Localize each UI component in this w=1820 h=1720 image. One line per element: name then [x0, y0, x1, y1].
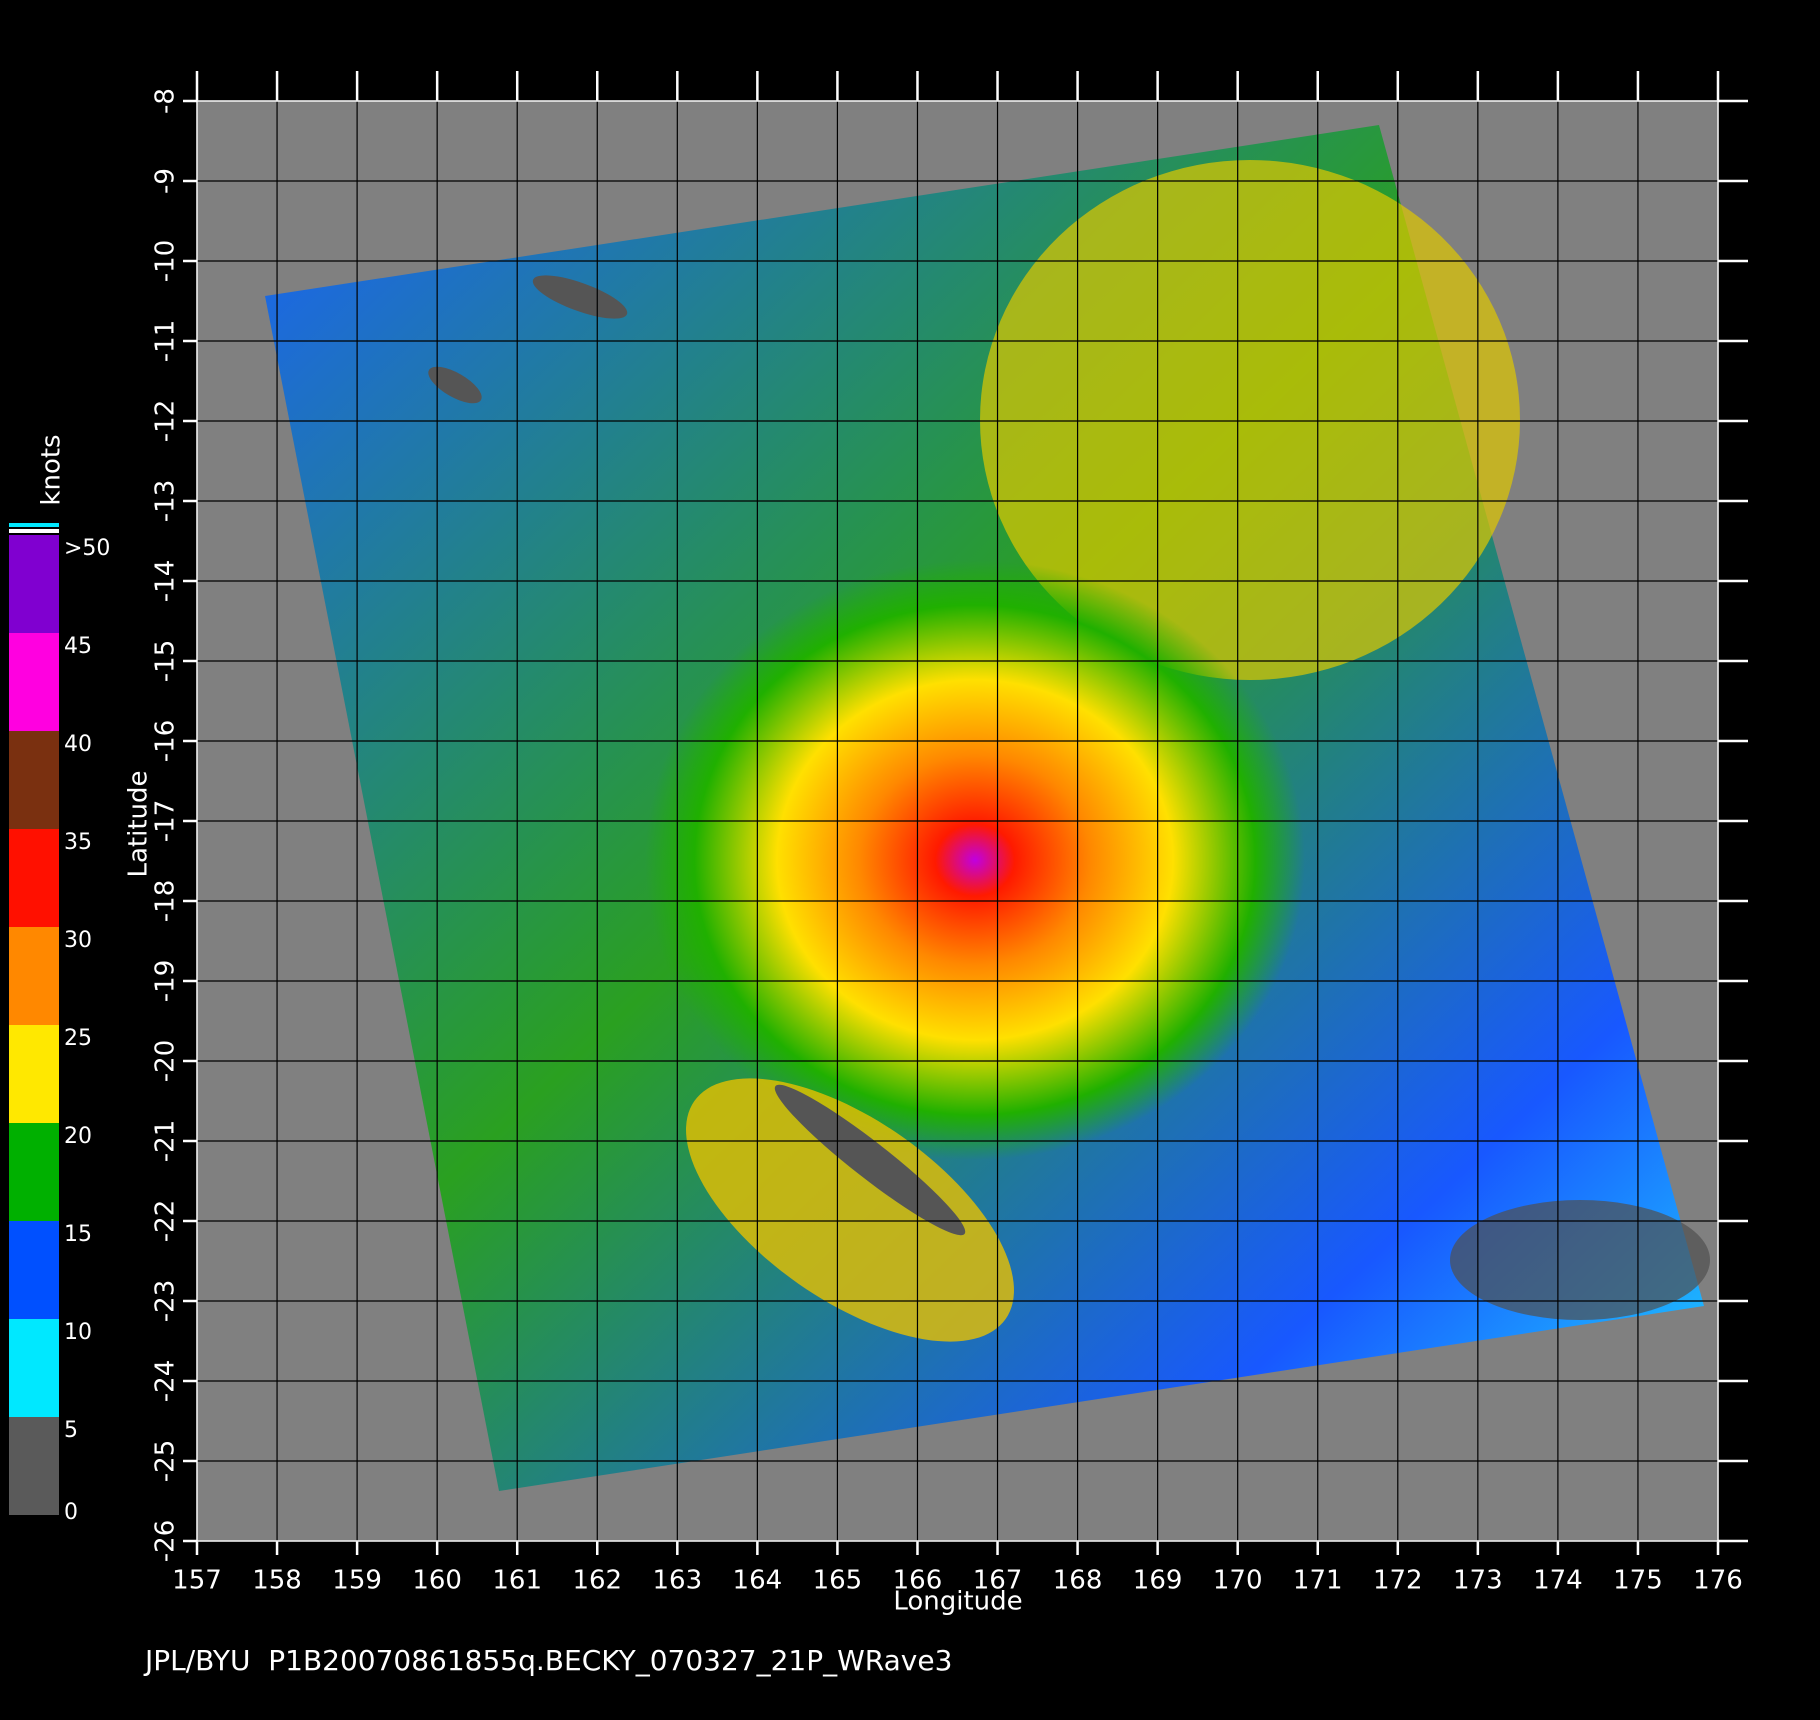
- y-tick-label: -20: [151, 1040, 181, 1082]
- colorbar-label: 30: [64, 928, 92, 953]
- colorbar-label: 15: [64, 1222, 92, 1247]
- y-tick-label: -12: [151, 400, 181, 442]
- y-tick-label: -22: [151, 1200, 181, 1242]
- colorbar-segment: [9, 1417, 59, 1515]
- colorbar-label: 10: [64, 1320, 92, 1345]
- x-tick-label: 162: [572, 1566, 622, 1596]
- island: [532, 275, 628, 319]
- wind-region: [686, 1078, 1014, 1342]
- y-tick-label: -9: [151, 168, 181, 194]
- x-tick-label: 167: [973, 1566, 1023, 1596]
- y-tick-label: -21: [151, 1120, 181, 1162]
- y-tick-label: -15: [151, 640, 181, 682]
- colorbar-label: 0: [64, 1500, 78, 1525]
- x-tick-label: 170: [1213, 1566, 1263, 1596]
- plot-frame: [196, 100, 1719, 1542]
- colorbar-segment: [9, 829, 59, 927]
- x-tick-label: 169: [1133, 1566, 1183, 1596]
- colorbar-segment: [9, 1025, 59, 1123]
- colorbar-label: 45: [64, 634, 92, 659]
- x-tick-label: 174: [1533, 1566, 1583, 1596]
- colorbar-label: 5: [64, 1418, 78, 1443]
- y-tick-label: -19: [151, 960, 181, 1002]
- y-tick-label: -10: [151, 240, 181, 282]
- y-tick-label: -24: [151, 1360, 181, 1402]
- colorbar-label: >50: [64, 536, 110, 561]
- x-axis-label: Longitude: [893, 1587, 1022, 1617]
- colorbar-segment: [9, 731, 59, 829]
- colorbar-segment: [9, 1319, 59, 1417]
- storm-core: [645, 560, 1305, 1160]
- y-tick-label: -14: [151, 560, 181, 602]
- colorbar-label: 25: [64, 1026, 92, 1051]
- x-tick-label: 166: [893, 1566, 943, 1596]
- colorbar-title: knots: [37, 434, 67, 505]
- colorbar-segment: [9, 927, 59, 1025]
- x-tick-label: 176: [1693, 1566, 1743, 1596]
- colorbar-label: 20: [64, 1124, 92, 1149]
- x-tick-label: 175: [1613, 1566, 1663, 1596]
- x-tick-label: 157: [172, 1566, 222, 1596]
- island: [428, 366, 482, 404]
- colorbar-segment: [9, 1123, 59, 1221]
- y-tick-label: -17: [151, 800, 181, 842]
- colorbar-segment: [9, 535, 59, 633]
- x-tick-label: 158: [252, 1566, 302, 1596]
- y-tick-label: -13: [151, 480, 181, 522]
- x-tick-label: 168: [1053, 1566, 1103, 1596]
- y-axis-label: Latitude: [124, 770, 154, 877]
- x-tick-label: 172: [1373, 1566, 1423, 1596]
- wind-region: [980, 160, 1520, 680]
- y-tick-label: -8: [151, 88, 181, 114]
- y-tick-label: -26: [151, 1520, 181, 1562]
- y-tick-label: -16: [151, 720, 181, 762]
- footer: JPL/BYU P1B20070861855q.BECKY_070327_21P…: [143, 1644, 952, 1677]
- x-tick-label: 173: [1453, 1566, 1503, 1596]
- x-tick-label: 159: [332, 1566, 382, 1596]
- x-tick-label: 161: [492, 1566, 542, 1596]
- colorbar-label: 35: [64, 830, 92, 855]
- colorbar-label: 40: [64, 732, 92, 757]
- colorbar-cap: [9, 529, 59, 533]
- x-tick-label: 171: [1293, 1566, 1343, 1596]
- y-tick-label: -11: [151, 320, 181, 362]
- x-tick-label: 164: [733, 1566, 783, 1596]
- y-tick-label: -25: [151, 1440, 181, 1482]
- x-tick-label: 163: [652, 1566, 702, 1596]
- y-tick-label: -18: [151, 880, 181, 922]
- y-tick-label: -23: [151, 1280, 181, 1322]
- colorbar-segment: [9, 633, 59, 731]
- colorbar-segment: [9, 1221, 59, 1319]
- x-tick-label: 165: [813, 1566, 863, 1596]
- colorbar-cap: [9, 523, 59, 527]
- x-tick-label: 160: [412, 1566, 462, 1596]
- rain-flag: [1450, 1200, 1710, 1320]
